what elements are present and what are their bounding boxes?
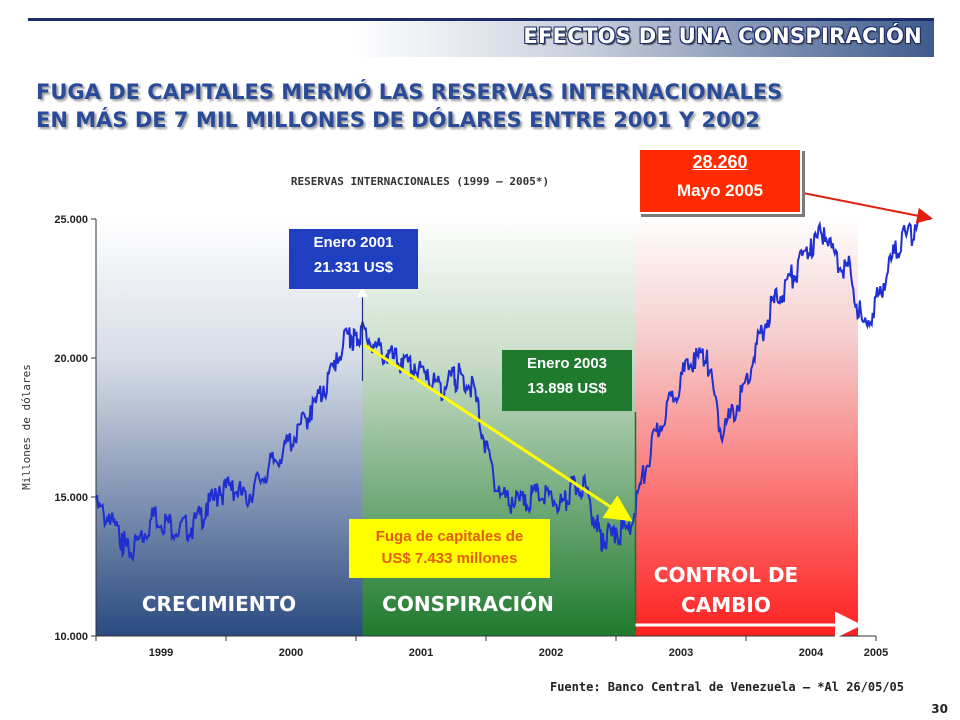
x-tick-label-2: 2001 bbox=[409, 647, 433, 659]
phase-label-exchange-control: CONTROL DE CAMBIO bbox=[594, 560, 858, 620]
reserves-line bbox=[95, 217, 931, 563]
callout-jan-2003-date: Enero 2003 bbox=[526, 355, 608, 372]
phase-background-2 bbox=[635, 214, 858, 636]
x-tick-label-6: 2005 bbox=[864, 647, 888, 659]
x-tick-label-3: 2002 bbox=[539, 647, 563, 659]
source-note: Fuente: Banco Central de Venezuela – *Al… bbox=[549, 680, 904, 694]
y-tick-label-2: 20.000 bbox=[54, 353, 88, 365]
phase-label-exchange-control-line-2: CAMBIO bbox=[681, 593, 771, 617]
y-tick-label-1: 15.000 bbox=[54, 492, 88, 504]
phase-backgrounds bbox=[96, 214, 858, 636]
callout-jan-2003: Enero 2003 13.898 US$ bbox=[502, 350, 632, 411]
x-tick-label-1: 2000 bbox=[279, 647, 303, 659]
headline-line-1: FUGA DE CAPITALES MERMÓ LAS RESERVAS INT… bbox=[36, 80, 783, 104]
headline-line-2: EN MÁS DE 7 MIL MILLONES DE DÓLARES ENTR… bbox=[36, 108, 760, 132]
x-tick-label-0: 1999 bbox=[149, 647, 173, 659]
capital-flight-line-1: Fuga de capitales de bbox=[375, 528, 524, 545]
callout-jan-2001-date: Enero 2001 bbox=[313, 234, 394, 251]
phase-label-conspiracy: CONSPIRACIÓN bbox=[382, 592, 554, 616]
chart-axes: 10.000 15.000 20.000 25.000 1999 2000 2001 2002… bbox=[54, 214, 888, 659]
callout-jan-2003-value: 13.898 US$ bbox=[527, 380, 607, 397]
callout-may-2005-date: Mayo 2005 bbox=[677, 181, 763, 200]
annotation-lines bbox=[357, 191, 933, 639]
headline: FUGA DE CAPITALES MERMÓ LAS RESERVAS INT… bbox=[36, 78, 916, 134]
x-tick-label-5: 2004 bbox=[799, 647, 824, 659]
capital-flight-line-2: US$ 7.433 millones bbox=[381, 550, 518, 567]
capital-flight-arrow bbox=[363, 343, 633, 522]
section-title: EFECTOS DE UNA CONSPIRACIÓN bbox=[523, 24, 922, 48]
series-layer bbox=[95, 217, 931, 563]
may-2005-pointer bbox=[797, 191, 933, 224]
y-axis-label: Millones de dólares bbox=[20, 364, 33, 490]
callout-jan-2001-value: 21.331 US$ bbox=[313, 259, 394, 276]
header-rule bbox=[28, 18, 934, 21]
page-number: 30 bbox=[931, 702, 948, 716]
y-tick-label-0: 10.000 bbox=[54, 631, 88, 643]
section-banner bbox=[350, 21, 934, 57]
chart-title: RESERVAS INTERNACIONALES (1999 – 2005*) bbox=[291, 175, 549, 188]
callout-jan-2001: Enero 2001 21.331 US$ bbox=[289, 229, 418, 289]
y-tick-label-3: 25.000 bbox=[54, 214, 88, 226]
x-tick-label-4: 2003 bbox=[669, 647, 693, 659]
phase-label-exchange-control-line-1: CONTROL DE bbox=[653, 563, 799, 587]
capital-flight-box: Fuga de capitales de US$ 7.433 millones bbox=[349, 519, 550, 578]
callout-may-2005: 28.260 Mayo 2005 bbox=[638, 148, 802, 214]
phase-label-growth: CRECIMIENTO bbox=[141, 592, 297, 616]
callout-may-2005-value: 28.260 bbox=[692, 152, 748, 172]
